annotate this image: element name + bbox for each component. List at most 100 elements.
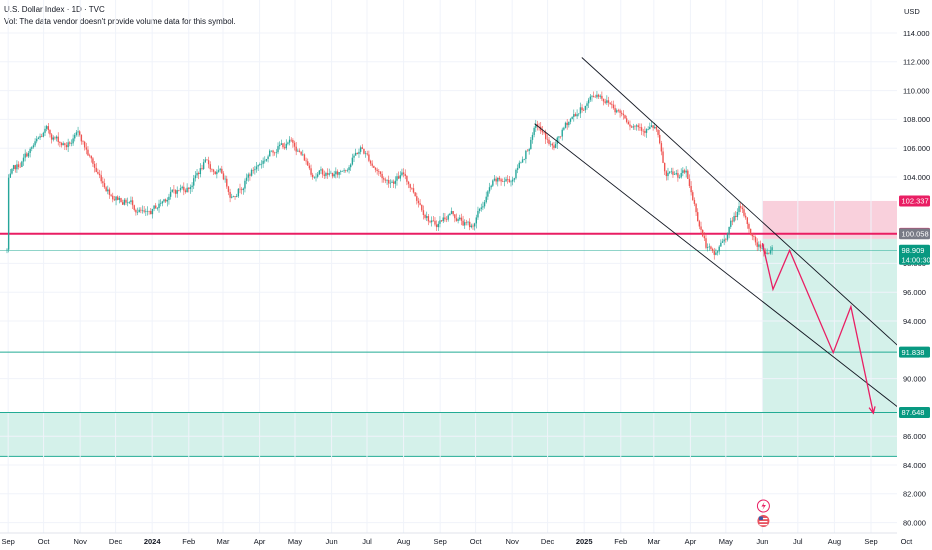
candle-body [505, 179, 507, 182]
candle-body [305, 160, 307, 162]
candle-body [288, 139, 291, 143]
candle-body [232, 196, 235, 197]
candle-body [578, 113, 580, 115]
candle-body [649, 126, 651, 130]
currency-label: USD [904, 7, 920, 16]
candle-body [221, 168, 223, 174]
grid-layer [0, 0, 907, 533]
candle-body [369, 160, 372, 164]
y-tick-label: 112.000 [903, 58, 930, 67]
candle-body [275, 152, 278, 153]
candle-body [468, 221, 471, 228]
candle-body [692, 192, 694, 201]
x-tick-label: Mar [647, 537, 660, 546]
candle-body [340, 171, 342, 173]
candle-body [373, 165, 375, 168]
candle-body [743, 209, 745, 216]
candle-body [416, 196, 418, 201]
candle-body [353, 155, 355, 158]
candle-body [260, 163, 263, 165]
candle-body [74, 134, 76, 139]
flash-icon-bolt [761, 502, 766, 510]
candle-body [183, 186, 185, 191]
candle-body [715, 252, 717, 255]
candle-body [267, 156, 269, 159]
candle-body [259, 164, 261, 166]
candle-body [414, 192, 416, 197]
x-tick-label: Dec [541, 537, 555, 546]
candle-body [720, 242, 722, 247]
candle-body [606, 100, 608, 103]
candle-body [325, 172, 327, 176]
candle-body [687, 170, 689, 179]
candle-body [374, 167, 377, 170]
x-tick-label: Aug [828, 537, 841, 546]
candle-body [768, 252, 770, 254]
candle-body [705, 238, 707, 248]
candle-body [659, 134, 661, 144]
candle-body [280, 143, 283, 145]
candle-body [358, 151, 360, 154]
candle-body [708, 246, 710, 248]
candle-body [159, 203, 162, 204]
candle-body [308, 165, 311, 169]
candle-body [219, 168, 221, 171]
price-badge [899, 346, 930, 358]
candle-body [212, 169, 215, 172]
candle-body [351, 157, 354, 165]
candle-body [102, 181, 104, 184]
candle-body [584, 105, 587, 111]
candle-body [563, 127, 565, 130]
symbol-title[interactable]: U.S. Dollar Index · 1D · TVC [4, 5, 105, 14]
x-tick-label: Sep [2, 537, 15, 546]
candle-body [216, 171, 218, 175]
candle-body [168, 196, 170, 201]
candle-body [211, 169, 213, 170]
candle-body [115, 196, 117, 201]
support-zone [0, 412, 897, 457]
candle-body [728, 226, 730, 234]
candle-body [343, 170, 345, 172]
candle-body [561, 129, 563, 137]
candle-body [769, 250, 772, 254]
candle-body [545, 132, 547, 140]
candle-body [120, 198, 122, 203]
candle-body [655, 126, 658, 130]
candle-body [421, 204, 423, 211]
candle-body [435, 224, 438, 228]
candle-body [150, 211, 152, 215]
candle-body [184, 190, 187, 193]
zones-layer [0, 200, 907, 457]
candle-body [113, 199, 116, 201]
candle-body [217, 170, 220, 172]
candle-body [326, 172, 329, 175]
candle-body [541, 130, 544, 133]
candle-body [735, 215, 737, 218]
candle-body [573, 114, 575, 117]
candle-body [592, 95, 595, 97]
candle-body [231, 196, 233, 198]
candle-body [378, 171, 380, 172]
candle-body [698, 221, 701, 227]
candle-body [748, 224, 750, 229]
us-flag-canton [758, 516, 763, 520]
candle-body [98, 173, 101, 176]
candle-body [54, 137, 56, 139]
candle-body [298, 150, 301, 152]
candle-body [34, 141, 36, 146]
x-tick-label: Oct [901, 537, 914, 546]
candle-body [581, 107, 583, 111]
candle-body [434, 220, 436, 225]
candle-body [12, 165, 15, 170]
candle-body [520, 162, 522, 164]
candle-body [140, 209, 142, 211]
candle-body [399, 175, 401, 179]
y-tick-label: 114.000 [903, 29, 930, 38]
candle-body [404, 174, 406, 176]
candle-body [662, 151, 664, 163]
candle-body [136, 211, 139, 213]
candle-body [706, 246, 709, 248]
candle-body [336, 171, 339, 175]
candle-body [348, 167, 350, 171]
